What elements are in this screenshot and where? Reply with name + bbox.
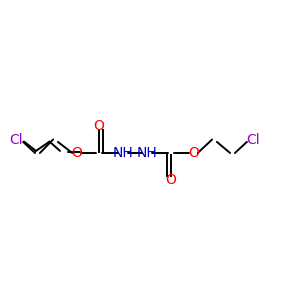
Text: Cl: Cl	[247, 133, 260, 146]
Text: NH: NH	[136, 146, 158, 160]
Text: NH: NH	[112, 146, 134, 160]
Text: O: O	[166, 173, 176, 187]
Text: O: O	[71, 146, 82, 160]
Text: Cl: Cl	[10, 133, 23, 146]
Text: O: O	[94, 119, 104, 133]
Text: O: O	[188, 146, 199, 160]
